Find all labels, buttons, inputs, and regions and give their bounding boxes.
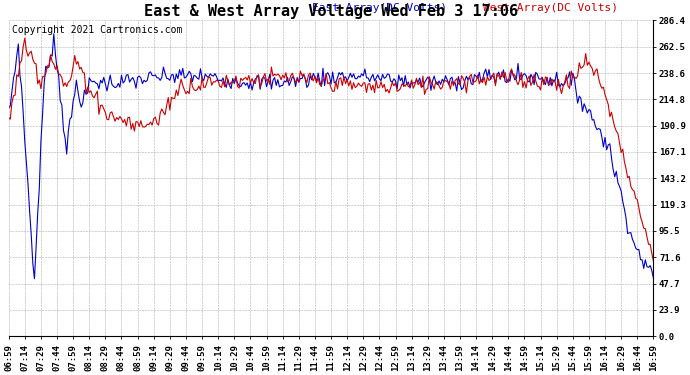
Title: East & West Array Voltage Wed Feb 3 17:06: East & West Array Voltage Wed Feb 3 17:0…	[144, 4, 518, 19]
Text: Copyright 2021 Cartronics.com: Copyright 2021 Cartronics.com	[12, 25, 182, 35]
Text: West Array(DC Volts): West Array(DC Volts)	[482, 3, 618, 13]
Text: East Array(DC Volts): East Array(DC Volts)	[312, 3, 446, 13]
